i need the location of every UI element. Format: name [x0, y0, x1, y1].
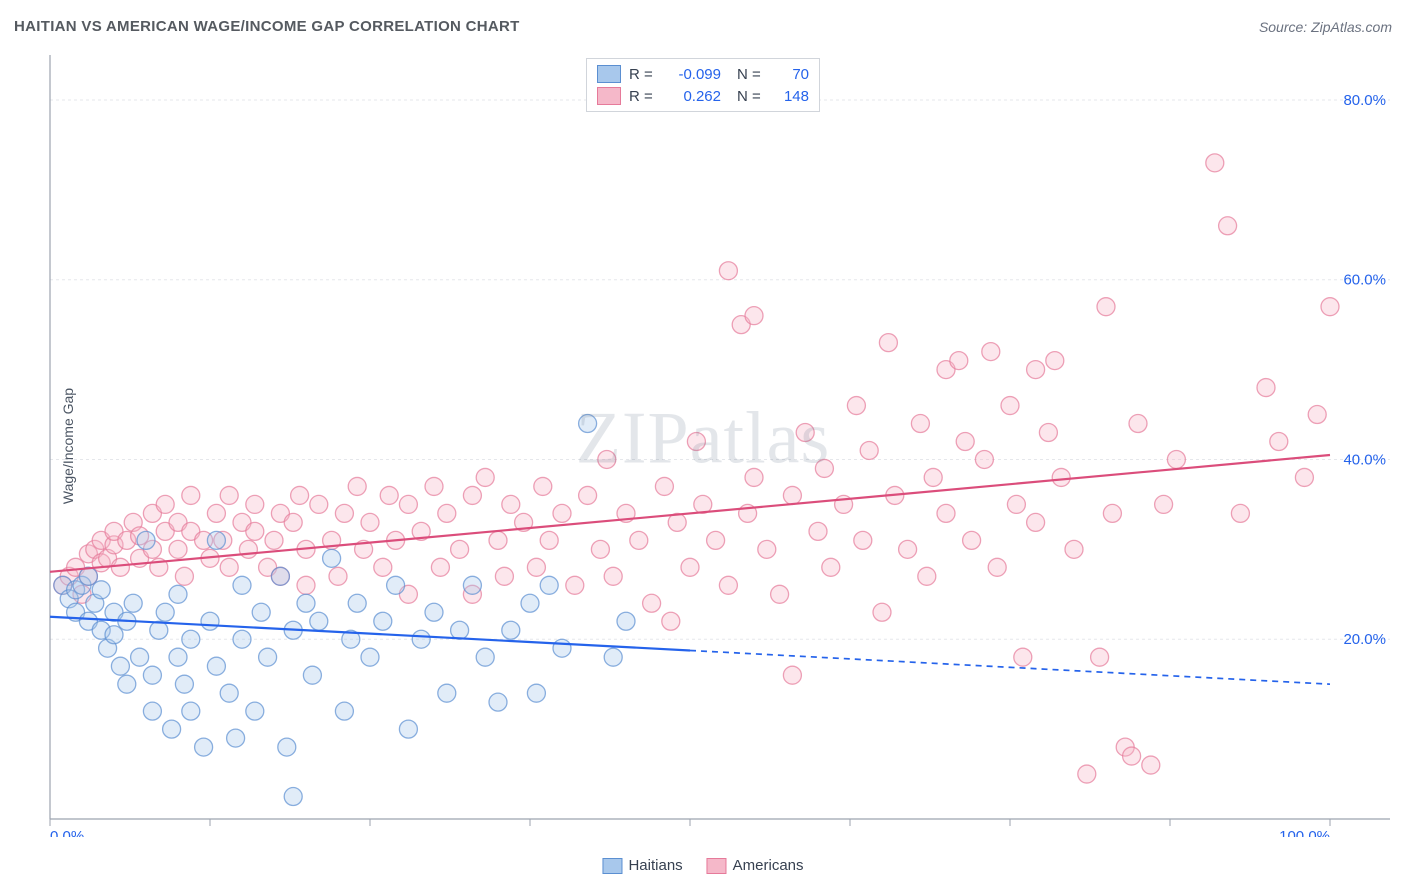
legend-label: Haitians: [628, 857, 682, 874]
svg-text:0.0%: 0.0%: [50, 828, 84, 837]
n-value-americans: 148: [773, 88, 809, 105]
svg-text:40.0%: 40.0%: [1343, 451, 1386, 468]
chart-area: 0.0% 100.0% 20.0% 40.0% 60.0% 80.0%: [48, 55, 1390, 837]
legend-swatch-blue: [602, 858, 622, 874]
scatter-plot-svg: 0.0% 100.0% 20.0% 40.0% 60.0% 80.0%: [48, 55, 1390, 837]
r-label: R =: [629, 88, 657, 105]
r-value-americans: 0.262: [665, 88, 721, 105]
chart-title: HAITIAN VS AMERICAN WAGE/INCOME GAP CORR…: [14, 18, 520, 35]
source-prefix: Source:: [1259, 19, 1311, 35]
legend-item-haitians: Haitians: [602, 857, 682, 874]
svg-text:60.0%: 60.0%: [1343, 272, 1386, 289]
n-value-haitians: 70: [773, 66, 809, 83]
svg-text:20.0%: 20.0%: [1343, 631, 1386, 648]
svg-text:80.0%: 80.0%: [1343, 92, 1386, 109]
source-attribution: Source: ZipAtlas.com: [1259, 19, 1392, 35]
legend-swatch-blue: [597, 65, 621, 83]
source-link[interactable]: ZipAtlas.com: [1311, 19, 1392, 35]
legend-item-americans: Americans: [707, 857, 804, 874]
header: HAITIAN VS AMERICAN WAGE/INCOME GAP CORR…: [14, 18, 1392, 35]
n-label: N =: [737, 88, 765, 105]
legend-swatch-pink: [707, 858, 727, 874]
legend-swatch-pink: [597, 87, 621, 105]
legend-correlation-box: R = -0.099 N = 70 R = 0.262 N = 148: [586, 58, 820, 112]
n-label: N =: [737, 66, 765, 83]
svg-text:100.0%: 100.0%: [1279, 828, 1330, 837]
legend-row-americans: R = 0.262 N = 148: [597, 85, 809, 107]
legend-series: Haitians Americans: [602, 857, 803, 874]
r-label: R =: [629, 66, 657, 83]
legend-row-haitians: R = -0.099 N = 70: [597, 63, 809, 85]
r-value-haitians: -0.099: [665, 66, 721, 83]
legend-label: Americans: [733, 857, 804, 874]
